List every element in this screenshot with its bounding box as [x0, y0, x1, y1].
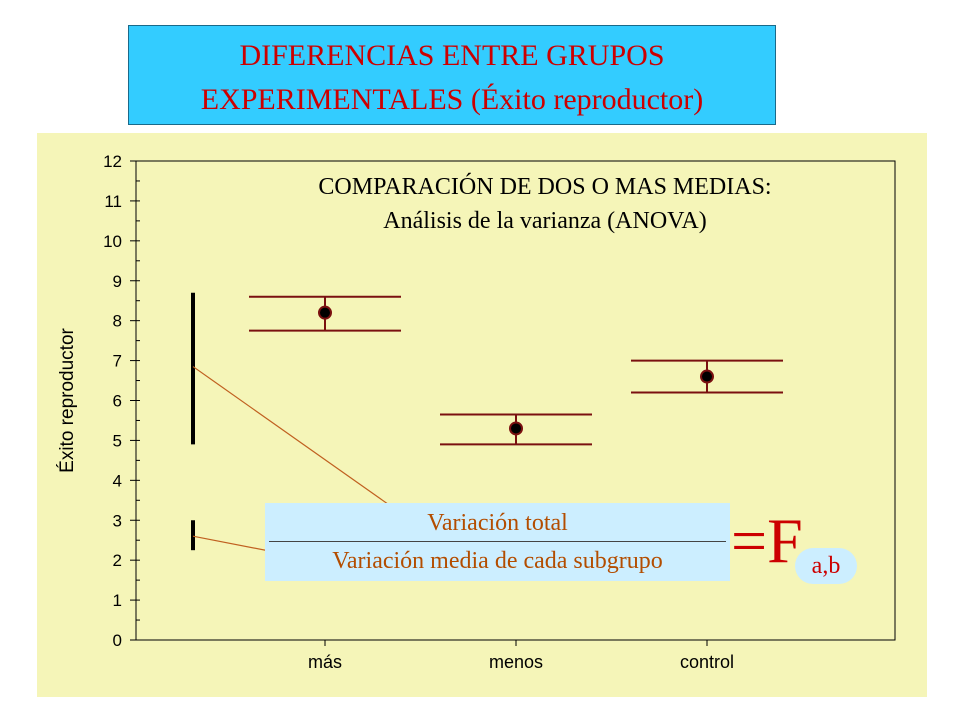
- chart-subtitle: COMPARACIÓN DE DOS O MAS MEDIAS: Análisi…: [215, 170, 875, 238]
- y-tick-label: 0: [113, 631, 122, 650]
- y-tick-label: 7: [113, 352, 122, 371]
- f-subscript: a,b: [795, 548, 857, 584]
- y-tick-label: 10: [103, 232, 122, 251]
- x-tick-label: control: [680, 652, 734, 672]
- y-tick-label: 9: [113, 272, 122, 291]
- y-tick-label: 12: [103, 152, 122, 171]
- y-tick-label: 1: [113, 591, 122, 610]
- y-tick-label: 8: [113, 312, 122, 331]
- mean-point: [318, 305, 332, 320]
- f-statistic-symbol: =F: [731, 505, 803, 576]
- y-tick-label: 4: [113, 471, 122, 490]
- mean-point: [700, 369, 714, 384]
- formula-numerator: Variación total: [427, 510, 568, 536]
- fraction-line: [269, 541, 726, 542]
- mean-point: [509, 421, 523, 436]
- title-line-1: DIFERENCIAS ENTRE GRUPOS: [239, 39, 665, 72]
- x-tick-label: más: [308, 652, 342, 672]
- y-axis-label: Éxito reproductor: [57, 327, 78, 472]
- title-line-2: EXPERIMENTALES (Éxito reproductor): [200, 83, 704, 116]
- y-tick-label: 2: [113, 551, 122, 570]
- formula-box: Variación total Variación media de cada …: [265, 503, 730, 581]
- title-box: DIFERENCIAS ENTRE GRUPOS EXPERIMENTALES …: [128, 25, 776, 125]
- y-tick-label: 6: [113, 392, 122, 411]
- subtitle-line-2: Análisis de la varianza (ANOVA): [383, 208, 707, 234]
- formula-denominator: Variación media de cada subgrupo: [332, 548, 663, 574]
- x-tick-label: menos: [489, 652, 543, 672]
- y-tick-label: 5: [113, 431, 122, 450]
- y-tick-label: 11: [104, 192, 122, 211]
- y-tick-label: 3: [113, 511, 122, 530]
- arrow-to-numerator: [192, 366, 403, 515]
- subtitle-line-1: COMPARACIÓN DE DOS O MAS MEDIAS:: [318, 174, 772, 200]
